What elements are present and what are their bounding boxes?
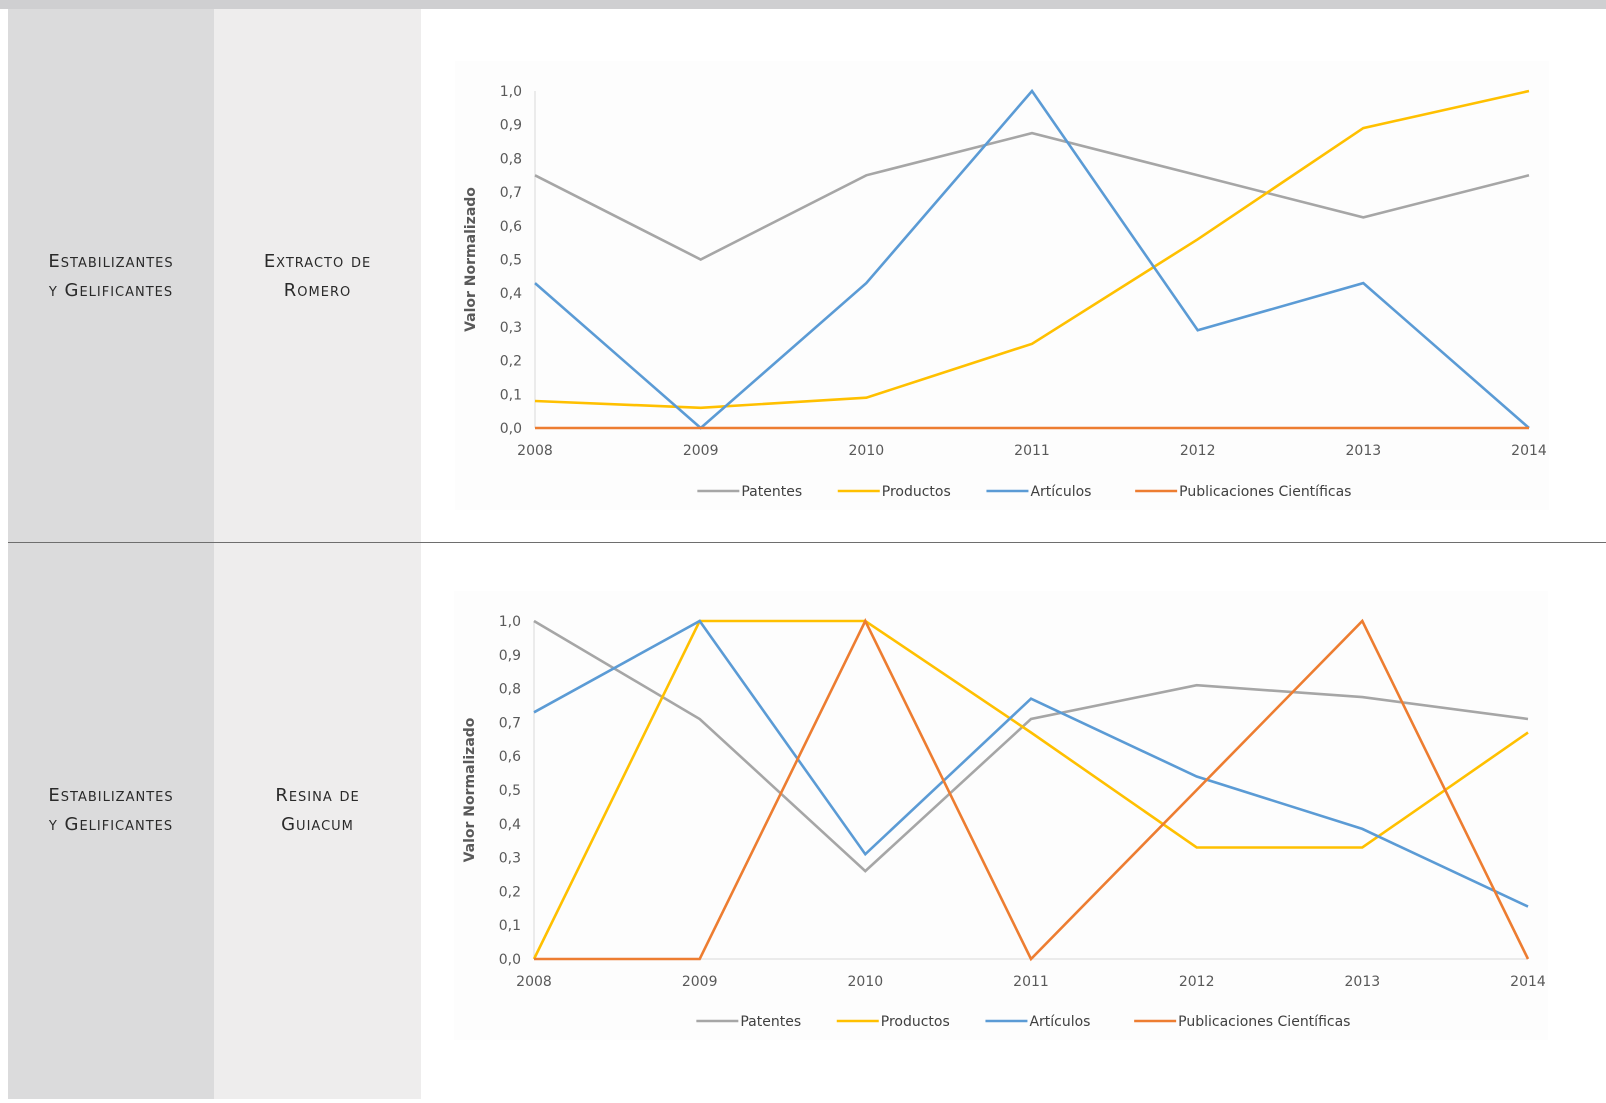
subcategory-label: Extracto de Romero	[214, 247, 421, 305]
chart-cell: 0,0 0,1 0,2 0,3 0,4 0,5 0,6 0,7 0,8 0,9 1,0 2008 200…	[421, 543, 1606, 1099]
legend-label-publicaciones-cientificas: Publicaciones Científicas	[1178, 1014, 1350, 1030]
x-tick-label: 2014	[1510, 974, 1546, 990]
plot-area	[455, 61, 1549, 510]
y-tick-label: 0,5	[499, 783, 521, 799]
x-tick-label: 2009	[683, 443, 719, 459]
x-tick-label: 2013	[1345, 974, 1381, 990]
category-label: Estabilizantes y Gelificantes	[8, 247, 214, 305]
line-chart-guiacum: 0,0 0,1 0,2 0,3 0,4 0,5 0,6 0,7 0,8 0,9 1,0 2008 200…	[454, 591, 1548, 1040]
y-axis-title: Valor Normalizado	[463, 187, 479, 332]
subcategory-line-2: Romero	[283, 280, 352, 301]
x-tick-label: 2011	[1014, 443, 1050, 459]
x-tick-label: 2010	[848, 974, 884, 990]
category-line-1: Estabilizantes	[48, 785, 174, 806]
legend-label-articulos: Artículos	[1030, 484, 1091, 500]
subcategory-cell: Resina de Guiacum	[214, 543, 421, 1099]
y-tick-label: 0,9	[500, 118, 522, 134]
y-tick-label: 0,1	[500, 387, 522, 403]
y-tick-label: 0,6	[499, 749, 521, 765]
category-line-2: y Gelificantes	[48, 814, 174, 835]
y-tick-label: 0,0	[500, 421, 522, 437]
legend-label-patentes: Patentes	[741, 484, 802, 500]
x-tick-label: 2009	[682, 974, 718, 990]
series-line-patentes	[533, 619, 1529, 873]
y-tick-label: 0,0	[499, 952, 521, 968]
subcategory-label: Resina de Guiacum	[214, 781, 421, 839]
y-tick-label: 0,9	[499, 648, 521, 664]
y-tick-label: 0,3	[499, 851, 521, 867]
category-cell: Estabilizantes y Gelificantes	[8, 9, 214, 542]
category-line-2: y Gelificantes	[48, 280, 174, 301]
category-cell: Estabilizantes y Gelificantes	[8, 543, 214, 1099]
x-tick-label: 2014	[1511, 443, 1547, 459]
subcategory-line-1: Resina de	[275, 785, 360, 806]
y-tick-label: 0,7	[499, 715, 521, 731]
y-tick-label: 0,8	[500, 151, 522, 167]
x-tick-label: 2012	[1180, 443, 1216, 459]
x-tick-label: 2013	[1346, 443, 1382, 459]
y-tick-label: 0,5	[500, 253, 522, 269]
line-chart-romero: 0,0 0,1 0,2 0,3 0,4 0,5 0,6 0,7 0,8 0,9 1,0 2008 200…	[455, 61, 1549, 510]
y-tick-label: 0,4	[499, 817, 521, 833]
plot-area	[454, 591, 1548, 1040]
subcategory-line-1: Extracto de	[263, 251, 372, 272]
y-tick-label: 0,4	[500, 286, 522, 302]
x-tick-label: 2011	[1013, 974, 1049, 990]
table-row: Estabilizantes y Gelificantes Resina de …	[0, 543, 1606, 1099]
y-tick-label: 1,0	[499, 614, 521, 630]
subcategory-cell: Extracto de Romero	[214, 9, 421, 542]
top-bar	[0, 0, 1606, 9]
chart-cell: 0,0 0,1 0,2 0,3 0,4 0,5 0,6 0,7 0,8 0,9 1,0 2008 200…	[421, 9, 1606, 542]
legend-label-productos: Productos	[882, 484, 951, 500]
legend-label-productos: Productos	[881, 1014, 950, 1030]
subcategory-line-2: Guiacum	[281, 814, 354, 835]
category-line-1: Estabilizantes	[48, 251, 174, 272]
series-line-productos	[534, 89, 1530, 410]
y-axis-title: Valor Normalizado	[462, 717, 478, 862]
legend-label-publicaciones-cientificas: Publicaciones Científicas	[1179, 484, 1351, 500]
series-line-publicaciones-cientificas	[534, 618, 1530, 962]
row-divider	[8, 542, 1606, 543]
y-tick-label: 0,3	[500, 320, 522, 336]
y-tick-label: 0,6	[500, 219, 522, 235]
y-tick-label: 0,1	[499, 918, 521, 934]
y-tick-label: 0,2	[499, 884, 521, 900]
x-tick-label: 2008	[516, 974, 552, 990]
x-tick-label: 2010	[849, 443, 885, 459]
y-tick-label: 0,8	[499, 682, 521, 698]
legend-label-articulos: Artículos	[1029, 1014, 1090, 1030]
y-tick-label: 0,2	[500, 354, 522, 370]
series-line-articulos	[533, 619, 1529, 908]
x-tick-label: 2012	[1179, 974, 1215, 990]
legend-label-patentes: Patentes	[740, 1014, 801, 1030]
table-row: Estabilizantes y Gelificantes Extracto d…	[0, 9, 1606, 542]
category-label: Estabilizantes y Gelificantes	[8, 781, 214, 839]
x-tick-label: 2008	[517, 443, 553, 459]
y-tick-label: 1,0	[500, 84, 522, 100]
series-line-patentes	[534, 131, 1530, 261]
y-tick-label: 0,7	[500, 185, 522, 201]
